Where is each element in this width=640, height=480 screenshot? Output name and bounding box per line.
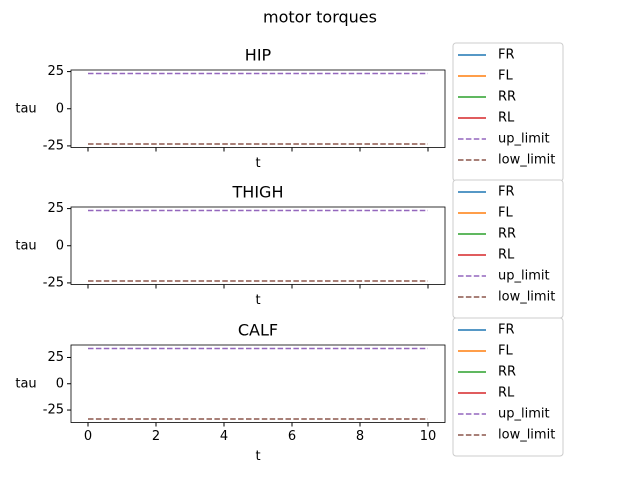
y-tick-label: 0 — [56, 238, 64, 253]
y-tick-label: -25 — [43, 275, 64, 290]
legend-label: RR — [498, 365, 516, 380]
x-tick-label: 0 — [84, 429, 92, 444]
axes-frame — [70, 344, 446, 423]
legend-label: FL — [498, 206, 513, 221]
y-axis-label: tau — [15, 101, 36, 116]
legend-label: up_limit — [498, 407, 550, 422]
x-axis-label: t — [255, 449, 260, 464]
x-axis-label: t — [255, 293, 260, 308]
figure-title: motor torques — [263, 8, 377, 27]
subplot-title: CALF — [238, 321, 278, 340]
y-tick-label: -25 — [43, 403, 64, 418]
legend-box — [452, 317, 564, 457]
subplot-title: HIP — [245, 46, 272, 65]
y-tick-label: 25 — [47, 201, 64, 216]
subplot-title: THIGH — [232, 183, 284, 202]
legend-label: RL — [498, 111, 515, 126]
legend-label: RR — [498, 227, 516, 242]
legend-label: FL — [498, 344, 513, 359]
axes-frame — [70, 206, 446, 285]
legend-label: up_limit — [498, 132, 550, 147]
y-tick-label: 0 — [56, 376, 64, 391]
y-axis-label: tau — [15, 238, 36, 253]
x-tick-label: 10 — [420, 429, 437, 444]
y-axis-label: tau — [15, 376, 36, 391]
legend-label: FL — [498, 69, 513, 84]
y-tick-label: 25 — [47, 350, 64, 365]
y-tick-label: -25 — [43, 138, 64, 153]
y-tick-label: 0 — [56, 101, 64, 116]
legend-label: RL — [498, 248, 515, 263]
legend-label: FR — [498, 323, 515, 338]
axes-frame — [70, 69, 446, 148]
x-tick-label: 2 — [152, 429, 160, 444]
legend-label: low_limit — [498, 428, 555, 443]
x-tick-label: 6 — [288, 429, 296, 444]
legend-label: RL — [498, 386, 515, 401]
x-tick-label: 4 — [220, 429, 228, 444]
legend-label: FR — [498, 48, 515, 63]
y-tick-label: 25 — [47, 64, 64, 79]
x-axis-label: t — [255, 156, 260, 171]
legend-label: FR — [498, 185, 515, 200]
x-tick-label: 8 — [356, 429, 364, 444]
legend-label: low_limit — [498, 290, 555, 305]
legend-label: RR — [498, 90, 516, 105]
legend-label: low_limit — [498, 153, 555, 168]
legend-label: up_limit — [498, 269, 550, 284]
